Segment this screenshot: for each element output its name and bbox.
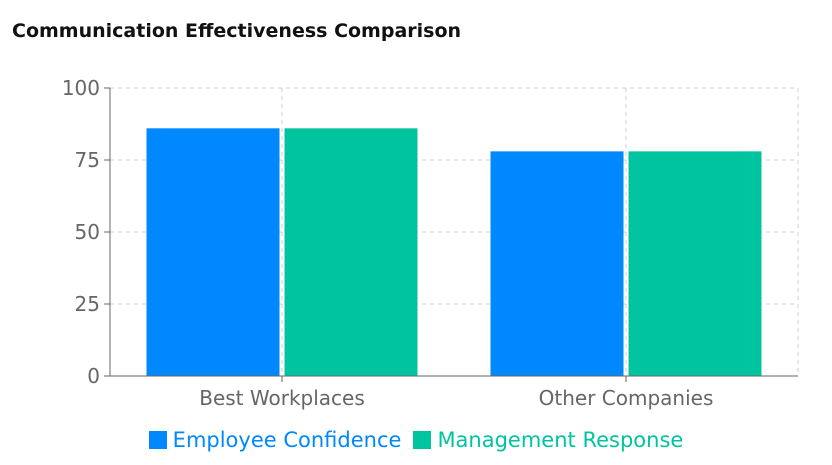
y-tick-label: 0: [87, 364, 100, 388]
legend-swatch: [413, 431, 432, 449]
legend-item: Employee Confidence: [148, 428, 402, 452]
bar: [284, 128, 418, 376]
x-tick-label: Other Companies: [539, 386, 714, 410]
legend-label: Management Response: [437, 428, 684, 452]
bar: [628, 151, 762, 376]
legend-label: Employee Confidence: [172, 428, 402, 452]
chart-legend: Employee Confidence Management Response: [0, 428, 832, 452]
legend-swatch: [148, 431, 167, 449]
bar: [146, 128, 280, 376]
y-tick-label: 50: [75, 220, 100, 244]
chart-title: Communication Effectiveness Comparison: [12, 20, 462, 42]
bars: [146, 128, 762, 376]
y-tick-label: 75: [75, 148, 100, 172]
bar: [490, 151, 624, 376]
legend-item: Management Response: [413, 428, 683, 452]
bar-chart: 0 25 50 75 100 Best Workplaces Other Companies: [62, 76, 799, 410]
y-tick-label: 25: [75, 292, 100, 316]
axes: 0 25 50 75 100 Best Workplaces Other Companies: [62, 76, 798, 410]
x-tick-label: Best Workplaces: [199, 386, 365, 410]
y-tick-label: 100: [62, 76, 100, 100]
